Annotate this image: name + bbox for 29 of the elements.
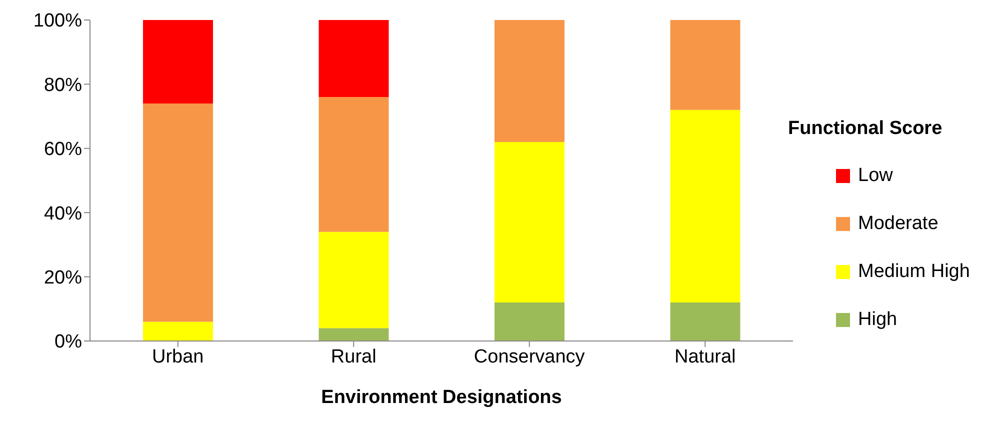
bar bbox=[143, 20, 213, 104]
legend-label: Medium High bbox=[858, 261, 970, 283]
bar bbox=[318, 328, 389, 341]
legend-title: Functional Score bbox=[788, 118, 944, 140]
bar bbox=[143, 103, 213, 322]
y-tick-label: 80% bbox=[44, 74, 82, 96]
bar bbox=[494, 142, 564, 302]
bar bbox=[494, 20, 564, 142]
y-tick-label: 40% bbox=[44, 203, 82, 224]
legend-label: Low bbox=[858, 165, 893, 187]
bar bbox=[318, 20, 389, 98]
bar bbox=[143, 322, 213, 341]
x-tick-label: Rural bbox=[330, 346, 376, 368]
y-tick-label: 60% bbox=[44, 139, 82, 160]
bar bbox=[318, 232, 389, 328]
x-tick-label: Urban bbox=[152, 346, 204, 368]
y-tick-label: 20% bbox=[44, 268, 82, 289]
bar bbox=[670, 20, 740, 110]
bar bbox=[494, 302, 564, 341]
x-tick-label: Conservancy bbox=[474, 346, 586, 368]
legend-label: Moderate bbox=[858, 213, 938, 235]
y-tick-label: 0% bbox=[54, 332, 82, 353]
y-tick-label: 100% bbox=[33, 10, 82, 32]
legend-label: High bbox=[858, 309, 898, 331]
x-tick-label: Natural bbox=[674, 346, 736, 368]
bar bbox=[670, 110, 740, 302]
bar bbox=[670, 302, 740, 341]
bar bbox=[318, 97, 389, 232]
x-axis-title: Environment Designations bbox=[321, 387, 562, 408]
